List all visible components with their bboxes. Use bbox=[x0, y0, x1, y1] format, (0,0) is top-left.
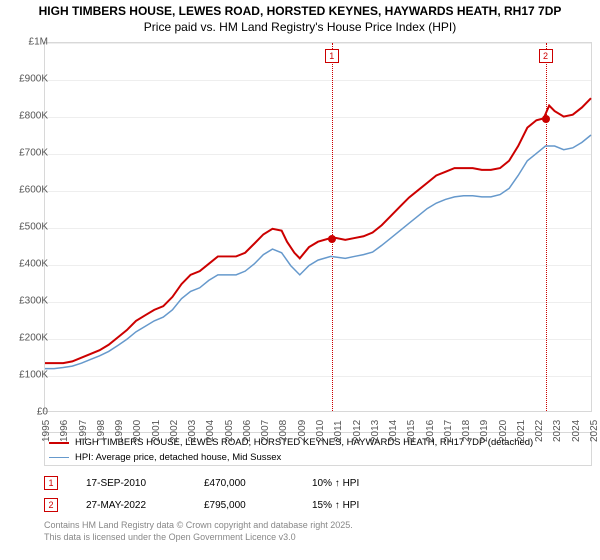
x-axis-label: 2019 bbox=[479, 420, 490, 442]
sale-marker-2: 2 bbox=[44, 498, 58, 512]
sale-row: 2 27-MAY-2022 £795,000 15% ↑ HPI bbox=[44, 494, 592, 516]
x-axis-label: 1996 bbox=[59, 420, 70, 442]
sales-table: 1 17-SEP-2010 £470,000 10% ↑ HPI 2 27-MA… bbox=[44, 472, 592, 516]
x-axis-label: 2004 bbox=[205, 420, 216, 442]
legend-item-hpi: HPI: Average price, detached house, Mid … bbox=[49, 450, 587, 465]
sale-row: 1 17-SEP-2010 £470,000 10% ↑ HPI bbox=[44, 472, 592, 494]
series-hpi bbox=[45, 135, 591, 369]
x-axis-label: 2002 bbox=[169, 420, 180, 442]
y-axis-label: £800K bbox=[8, 111, 48, 122]
x-axis-label: 2009 bbox=[297, 420, 308, 442]
sale-marker-1: 1 bbox=[44, 476, 58, 490]
y-axis-label: £100K bbox=[8, 370, 48, 381]
x-axis-label: 2024 bbox=[571, 420, 582, 442]
x-axis-label: 2014 bbox=[388, 420, 399, 442]
x-axis-label: 2008 bbox=[278, 420, 289, 442]
sale-price: £470,000 bbox=[204, 478, 284, 489]
sale-pct: 10% ↑ HPI bbox=[312, 478, 412, 489]
x-axis-label: 1997 bbox=[78, 420, 89, 442]
x-axis-label: 2020 bbox=[498, 420, 509, 442]
x-axis-label: 1998 bbox=[96, 420, 107, 442]
y-axis-label: £400K bbox=[8, 259, 48, 270]
x-axis-label: 2025 bbox=[589, 420, 600, 442]
y-axis-label: £1M bbox=[8, 37, 48, 48]
y-axis-label: £0 bbox=[8, 407, 48, 418]
x-axis-label: 1995 bbox=[41, 420, 52, 442]
y-axis-label: £500K bbox=[8, 222, 48, 233]
x-axis-label: 2012 bbox=[352, 420, 363, 442]
x-axis-label: 2022 bbox=[534, 420, 545, 442]
y-axis-label: £300K bbox=[8, 296, 48, 307]
x-axis-label: 2015 bbox=[406, 420, 417, 442]
x-axis-label: 2023 bbox=[552, 420, 563, 442]
y-axis-label: £600K bbox=[8, 185, 48, 196]
footer-attribution: Contains HM Land Registry data © Crown c… bbox=[44, 520, 592, 543]
x-axis-label: 2010 bbox=[315, 420, 326, 442]
x-axis-label: 2000 bbox=[132, 420, 143, 442]
x-axis-label: 2016 bbox=[425, 420, 436, 442]
x-axis-label: 2005 bbox=[224, 420, 235, 442]
chart-container: HIGH TIMBERS HOUSE, LEWES ROAD, HORSTED … bbox=[0, 0, 600, 560]
chart-title: HIGH TIMBERS HOUSE, LEWES ROAD, HORSTED … bbox=[0, 0, 600, 20]
x-axis-label: 2021 bbox=[516, 420, 527, 442]
sale-pct: 15% ↑ HPI bbox=[312, 500, 412, 511]
x-axis-label: 2013 bbox=[370, 420, 381, 442]
y-axis-label: £200K bbox=[8, 333, 48, 344]
x-axis-label: 2018 bbox=[461, 420, 472, 442]
x-axis-label: 2007 bbox=[260, 420, 271, 442]
x-axis-label: 2011 bbox=[333, 420, 344, 442]
legend-label: HPI: Average price, detached house, Mid … bbox=[75, 452, 281, 463]
sale-date: 27-MAY-2022 bbox=[86, 500, 176, 511]
series-price_paid bbox=[45, 98, 591, 363]
x-axis-label: 1999 bbox=[114, 420, 125, 442]
footer-line: Contains HM Land Registry data © Crown c… bbox=[44, 520, 592, 532]
sale-price: £795,000 bbox=[204, 500, 284, 511]
x-axis-label: 2006 bbox=[242, 420, 253, 442]
chart-subtitle: Price paid vs. HM Land Registry's House … bbox=[0, 20, 600, 36]
y-axis-label: £900K bbox=[8, 74, 48, 85]
x-axis-label: 2003 bbox=[187, 420, 198, 442]
y-axis-label: £700K bbox=[8, 148, 48, 159]
x-axis-label: 2017 bbox=[443, 420, 454, 442]
legend-swatch-blue bbox=[49, 457, 69, 458]
sale-date: 17-SEP-2010 bbox=[86, 478, 176, 489]
footer-line: This data is licensed under the Open Gov… bbox=[44, 532, 592, 544]
plot-area: 12 bbox=[44, 42, 592, 412]
x-axis-label: 2001 bbox=[151, 420, 162, 442]
